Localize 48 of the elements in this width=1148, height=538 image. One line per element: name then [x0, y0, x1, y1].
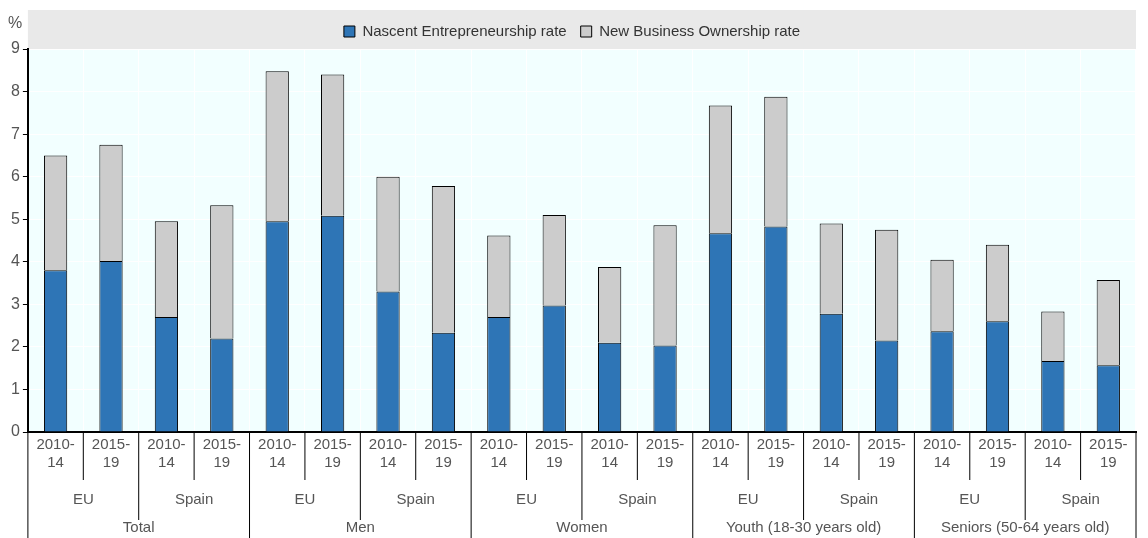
text: EU: [516, 490, 537, 508]
x-tick-label: 2015-19: [91, 435, 131, 471]
x-tick-label: 2010-14: [701, 435, 740, 471]
x-tick-label: 2015-19: [1089, 435, 1128, 471]
y-tick-label: 2: [10, 337, 20, 355]
text: Men: [345, 518, 375, 536]
x-tick-label: 2015-19: [424, 435, 463, 471]
x-tick-label: 2010-14: [147, 435, 186, 471]
x-tick-label: 2010-14: [922, 435, 962, 471]
y-tick-label: 9: [10, 39, 20, 57]
x-tick-label: 2010-14: [1033, 435, 1073, 471]
y-axis-title: %: [8, 14, 23, 32]
x-tick-label: 2015-19: [978, 435, 1017, 471]
x-tick-label: 2015-19: [645, 435, 685, 471]
legend-label: Nascent Entrepreneurship rate: [362, 21, 567, 39]
x-tick-label: 2010-14: [479, 435, 519, 471]
y-tick-label: 3: [10, 294, 20, 312]
x-tick-label: 2010-14: [812, 435, 851, 471]
text: EU: [959, 490, 981, 508]
text: EU: [294, 490, 316, 508]
y-tick-label: 1: [10, 379, 20, 397]
y-tick-label: 5: [10, 209, 20, 227]
x-tick-label: 2010-14: [368, 435, 408, 471]
text: Spain: [839, 490, 879, 508]
y-tick-label: 7: [10, 124, 20, 142]
text: EU: [737, 490, 759, 508]
x-tick-label: 2015-19: [867, 435, 906, 471]
legend-label: New Business Ownership rate: [599, 21, 801, 39]
text: Spain: [396, 490, 435, 508]
y-tick-label: 0: [10, 422, 20, 440]
x-tick-label: 2015-19: [202, 435, 241, 471]
x-tick-label: 2015-19: [313, 435, 352, 471]
text: Youth (18-30 years old): [725, 518, 882, 536]
x-tick-label: 2015-19: [535, 435, 574, 471]
x-tick-label: 2010-14: [36, 435, 75, 471]
text: Spain: [1061, 490, 1100, 508]
text: Spain: [618, 490, 657, 508]
y-tick-label: 4: [10, 252, 20, 270]
y-tick-label: 6: [10, 167, 20, 185]
text: Women: [556, 518, 608, 536]
text: Total: [122, 518, 155, 536]
x-tick-label: 2010-14: [258, 435, 297, 471]
x-tick-label: 2010-14: [590, 435, 629, 471]
text: Spain: [174, 490, 214, 508]
x-tick-label: 2015-19: [756, 435, 796, 471]
text: EU: [72, 490, 94, 508]
y-tick-label: 8: [10, 81, 20, 99]
text: Seniors (50-64 years old): [940, 518, 1110, 536]
